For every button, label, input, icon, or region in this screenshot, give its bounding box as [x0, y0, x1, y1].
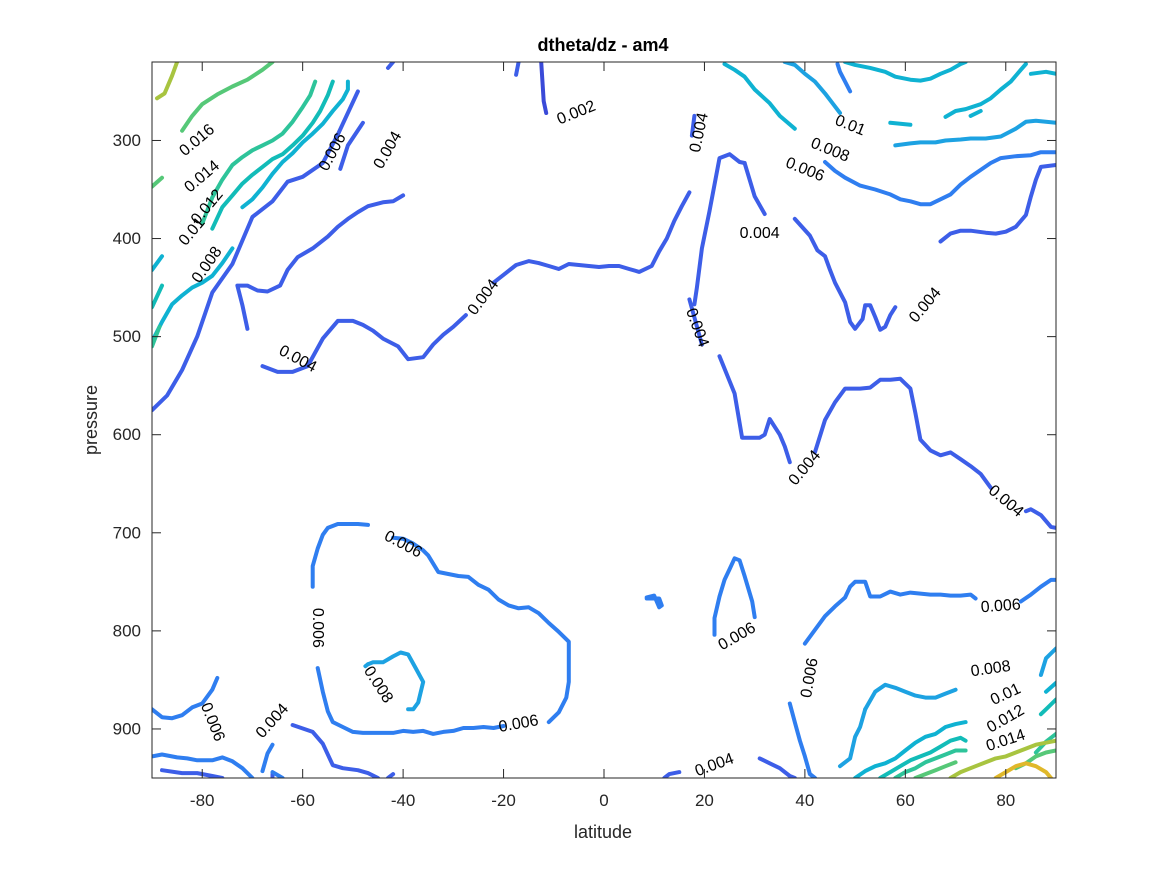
x-tick-label: -40	[391, 791, 416, 810]
contour-line-0_006-30	[644, 593, 664, 610]
contour-line-0_01-39	[240, 79, 350, 210]
contour-line-0_01-52	[968, 109, 983, 118]
contour-line-0_008-59	[838, 707, 868, 769]
x-tick-label: -20	[491, 791, 516, 810]
contour-line-0_004-16	[938, 163, 1056, 244]
contour-line-0_004-21	[662, 770, 682, 778]
contour-line-0_004-6	[491, 190, 692, 285]
contour-line-0_004-20	[386, 772, 396, 778]
y-tick-label: 300	[113, 131, 141, 150]
y-tick-label: 700	[113, 523, 141, 542]
contour-line-0_004-15	[792, 216, 898, 332]
contour-line-0_006-29	[310, 522, 370, 589]
x-tick-label: 60	[896, 791, 915, 810]
contour-label-27: 0.006	[980, 596, 1021, 616]
contour-line-0_01-61	[853, 720, 968, 778]
contour-line-0_01-38	[152, 246, 235, 344]
x-tick-label: 40	[795, 791, 814, 810]
contour-line-0_01-50	[888, 120, 913, 127]
contour-line-0_01-51	[943, 62, 1028, 119]
contour-line-0_012-42	[210, 79, 335, 231]
contour-line-0_004-10	[692, 152, 747, 307]
contour-line-0_004-13	[812, 376, 993, 490]
contour-line-0_004-14	[1023, 507, 1056, 530]
contour-line-0_004-17	[160, 768, 225, 778]
contour-line-0_01-62	[1044, 680, 1056, 694]
contour-line-0_01-49	[1028, 69, 1056, 76]
contour-line-0_014-65	[893, 748, 968, 778]
x-tick-label: 0	[599, 791, 608, 810]
contour-line-0_006-28	[391, 535, 571, 725]
contour-line-0_004-12	[717, 354, 792, 465]
contour-line-0_004-1	[514, 62, 521, 77]
contour-line-0_004-4	[338, 120, 365, 171]
contour-line-0_006-35	[807, 772, 817, 778]
contour-line-0_008-36	[366, 650, 426, 712]
contour-line-0_008-53	[893, 118, 1056, 148]
contour-line-0_016-67	[913, 760, 958, 778]
contour-layer	[152, 62, 1056, 778]
contour-label-28: 0.008	[970, 658, 1012, 680]
contour-line-0_004-22	[757, 756, 797, 778]
x-tick-group: -80 -60 -40 -20 0 20 40 60 80	[190, 62, 1015, 810]
x-tick-label: 80	[996, 791, 1015, 810]
contour-line-0_002-0	[539, 62, 549, 115]
contour-label-20: 0.006	[309, 608, 326, 648]
contour-line-0_004-7	[235, 193, 406, 331]
contour-line-0_006-54	[823, 150, 1056, 207]
contour-line-0_006-31	[712, 556, 757, 637]
contour-line-0_018-69	[948, 738, 1056, 778]
y-tick-group: 300 400 500 600 700 800 900	[113, 131, 1056, 738]
y-tick-label: 800	[113, 621, 141, 640]
x-tick-label: -80	[190, 791, 215, 810]
contour-line-0_006-33	[1018, 577, 1056, 604]
contour-line-0_012-41	[152, 283, 164, 310]
contour-line-0_006-26	[152, 752, 255, 778]
contour-line-0_01-56	[722, 62, 797, 131]
contour-line-0_012-64	[1038, 697, 1056, 717]
contour-line-0_006-57	[835, 62, 853, 94]
x-axis-label: latitude	[574, 822, 632, 842]
contour-line-0_008-60	[1038, 646, 1056, 677]
x-tick-label: -60	[290, 791, 315, 810]
contour-line-0_012-63	[878, 735, 968, 778]
y-tick-label: 900	[113, 719, 141, 738]
contour-line-0_018-47	[155, 62, 180, 101]
contour-label-24: 0.006	[497, 712, 539, 736]
contour-line-0_008-37	[363, 662, 370, 669]
contour-line-0_016-46	[180, 62, 275, 133]
contour-line-0_006-23	[260, 742, 275, 774]
y-tick-label: 500	[113, 327, 141, 346]
y-tick-label: 400	[113, 229, 141, 248]
x-tick-label: 20	[695, 791, 714, 810]
contour-line-0_004-3	[152, 89, 360, 413]
contour-line-0_004-19	[290, 723, 380, 778]
contour-line-0_004-8	[689, 113, 697, 138]
contour-line-0_004-11	[687, 297, 704, 347]
contour-line-0_01-48	[843, 62, 968, 83]
contour-line-0_004-5	[260, 313, 468, 374]
contour-line-0_008-58	[863, 682, 958, 712]
contour-line-0_01-40	[152, 254, 164, 272]
contour-line-0_008-55	[782, 62, 842, 115]
contour-line-0_006-27	[315, 666, 506, 736]
contour-line-0_014-44	[200, 79, 318, 226]
y-axis-label: pressure	[81, 385, 101, 455]
contour-line-0_006-32	[802, 579, 978, 646]
contour-line-0_006-24	[270, 770, 285, 778]
y-tick-label: 600	[113, 425, 141, 444]
chart-title: dtheta/dz - am4	[537, 35, 668, 55]
contour-label-26: 0.006	[798, 657, 822, 699]
contour-line-0_004-2	[386, 62, 396, 70]
contour-line-0_004-9	[742, 161, 767, 216]
contour-label-11: 0.004	[740, 225, 780, 242]
contour-line-0_006-25	[152, 676, 220, 721]
contour-line-0_016-45	[152, 175, 164, 189]
